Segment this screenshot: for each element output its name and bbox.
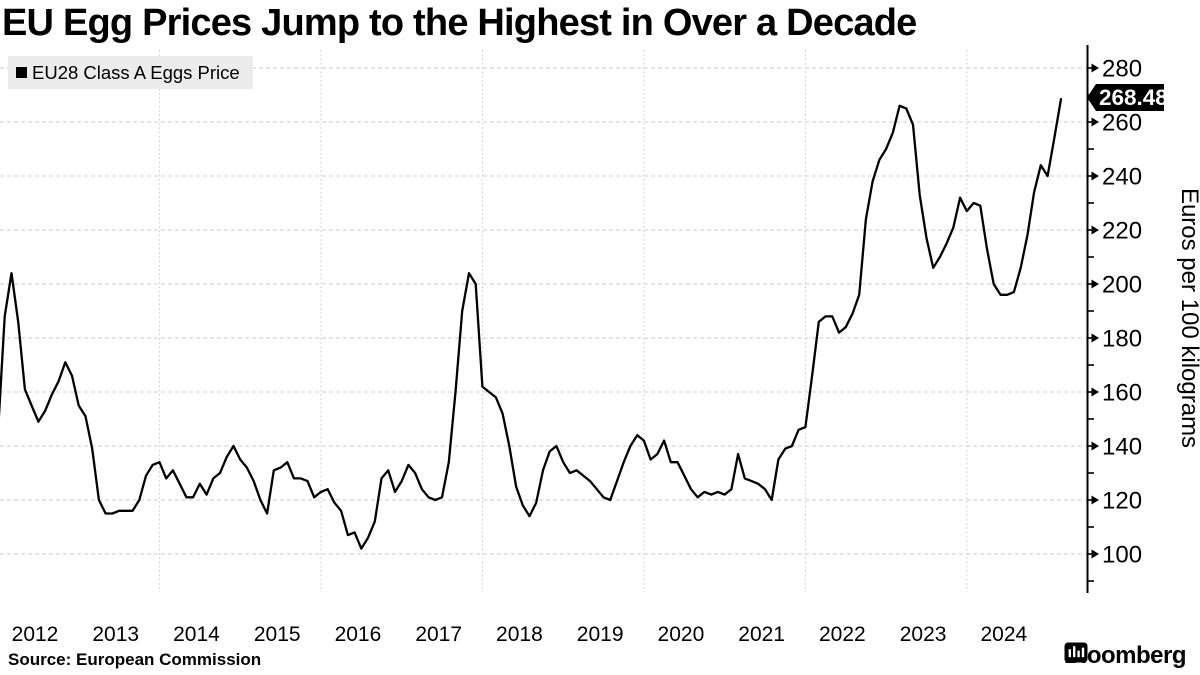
svg-text:2016: 2016: [335, 623, 382, 646]
bloomberg-logo: Bloomberg: [1064, 642, 1187, 670]
svg-text:180: 180: [1102, 326, 1142, 353]
svg-text:2015: 2015: [254, 623, 301, 646]
svg-text:Euros per 100 kilograms: Euros per 100 kilograms: [1176, 188, 1200, 448]
svg-text:2012: 2012: [12, 623, 59, 646]
svg-text:120: 120: [1102, 488, 1142, 515]
svg-text:220: 220: [1102, 218, 1142, 245]
svg-text:260: 260: [1102, 110, 1142, 137]
svg-text:100: 100: [1102, 542, 1142, 569]
svg-text:2020: 2020: [658, 623, 705, 646]
svg-text:268.48: 268.48: [1099, 85, 1168, 110]
legend-swatch-icon: [16, 67, 27, 78]
svg-text:2019: 2019: [577, 623, 624, 646]
svg-text:280: 280: [1102, 56, 1142, 83]
legend-label: EU28 Class A Eggs Price: [32, 61, 240, 83]
svg-text:240: 240: [1102, 164, 1142, 191]
bloomberg-terminal-icon: [1064, 642, 1088, 663]
svg-text:2014: 2014: [173, 623, 220, 646]
legend: EU28 Class A Eggs Price: [8, 56, 253, 89]
svg-text:140: 140: [1102, 434, 1142, 461]
svg-text:160: 160: [1102, 380, 1142, 407]
svg-text:2023: 2023: [900, 623, 947, 646]
chart-title: EU Egg Prices Jump to the Highest in Ove…: [2, 2, 917, 44]
svg-text:2017: 2017: [415, 623, 462, 646]
svg-text:2021: 2021: [738, 623, 785, 646]
svg-text:200: 200: [1102, 272, 1142, 299]
svg-text:2024: 2024: [980, 623, 1027, 646]
svg-text:2018: 2018: [496, 623, 543, 646]
svg-text:2022: 2022: [819, 623, 866, 646]
svg-text:2013: 2013: [92, 623, 139, 646]
source-note: Source: European Commission: [8, 650, 262, 669]
